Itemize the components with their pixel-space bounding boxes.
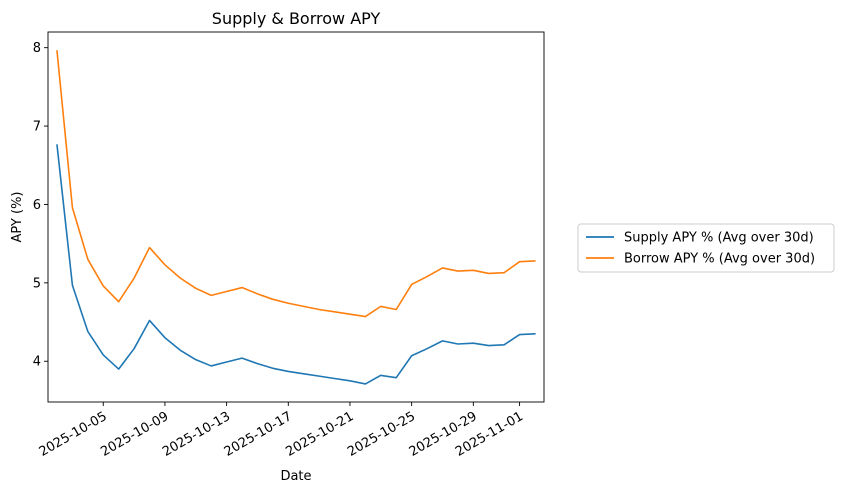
y-tick-label: 8 xyxy=(33,41,41,56)
y-tick-label: 4 xyxy=(33,355,41,370)
x-tick-label: 2025-10-09 xyxy=(98,409,171,460)
series-line-supply xyxy=(56,144,536,385)
legend: Supply APY % (Avg over 30d) Borrow APY % … xyxy=(577,223,835,273)
y-tick-label: 5 xyxy=(33,276,41,291)
x-axis-label: Date xyxy=(280,469,311,484)
legend-label: Borrow APY % (Avg over 30d) xyxy=(624,252,815,267)
x-tick-label: 2025-10-21 xyxy=(283,409,356,460)
plot-area: 456782025-10-052025-10-092025-10-132025-… xyxy=(33,31,545,460)
x-tick-label: 2025-10-17 xyxy=(222,409,295,460)
y-tick-label: 7 xyxy=(33,120,41,135)
x-tick-label: 2025-10-25 xyxy=(345,409,418,460)
chart-title: Supply & Borrow APY xyxy=(212,9,381,28)
x-tick-label: 2025-10-13 xyxy=(160,409,233,460)
x-tick-label: 2025-10-05 xyxy=(37,409,110,460)
legend-label: Supply APY % (Avg over 30d) xyxy=(624,231,814,246)
y-tick-label: 6 xyxy=(33,198,41,213)
plot-frame xyxy=(47,31,545,403)
series-line-borrow xyxy=(56,50,536,318)
legend-box xyxy=(577,223,835,273)
y-axis-label: APY (%) xyxy=(10,191,25,242)
